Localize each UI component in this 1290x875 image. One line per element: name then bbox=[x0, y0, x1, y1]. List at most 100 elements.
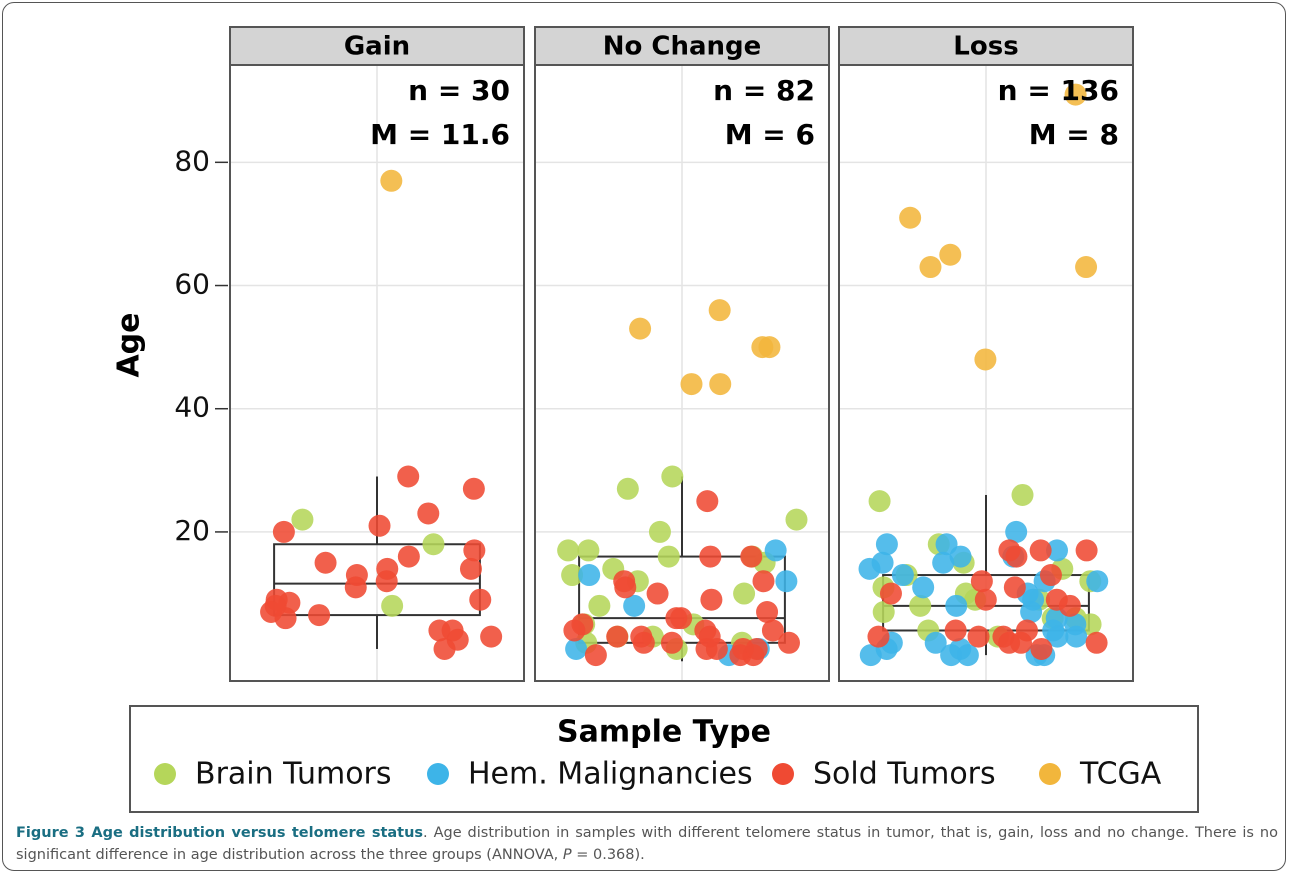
point bbox=[879, 582, 902, 605]
caption-rest: = 0.368). bbox=[571, 847, 645, 863]
point bbox=[459, 557, 482, 580]
point bbox=[945, 594, 968, 617]
point bbox=[970, 570, 993, 593]
point bbox=[919, 256, 942, 279]
point bbox=[308, 604, 331, 627]
point bbox=[1085, 631, 1108, 654]
point bbox=[291, 508, 314, 531]
legend-label: Sold Tumors bbox=[813, 757, 996, 792]
legend-marker bbox=[772, 763, 794, 785]
point bbox=[376, 557, 399, 580]
point bbox=[577, 539, 600, 562]
point bbox=[629, 317, 652, 340]
point bbox=[368, 514, 391, 537]
panel-border bbox=[229, 64, 525, 682]
point bbox=[940, 644, 963, 667]
point bbox=[380, 169, 403, 192]
strip bbox=[838, 26, 1134, 66]
point bbox=[1086, 570, 1109, 593]
point bbox=[397, 465, 420, 488]
caption-p: P bbox=[562, 847, 572, 863]
point bbox=[998, 539, 1021, 562]
point bbox=[1039, 564, 1062, 587]
point bbox=[397, 545, 420, 568]
point bbox=[696, 490, 719, 513]
point bbox=[1045, 588, 1068, 611]
legend-label: Brain Tumors bbox=[195, 757, 392, 792]
point bbox=[944, 619, 967, 642]
point bbox=[939, 243, 962, 266]
point bbox=[381, 594, 404, 617]
panel-annotation: M = 8 bbox=[1029, 118, 1119, 151]
point bbox=[740, 545, 763, 568]
chart: Age Sample Type 20 40 60 80 Gain n = 30 M = 11… bbox=[112, 26, 1199, 813]
y-axis-label: Age bbox=[112, 312, 147, 377]
point bbox=[1003, 576, 1026, 599]
y-tick-label: 20 bbox=[174, 514, 210, 547]
point bbox=[1075, 256, 1098, 279]
point bbox=[446, 628, 469, 651]
point bbox=[1009, 631, 1032, 654]
point bbox=[974, 348, 997, 371]
y-tick-label: 40 bbox=[174, 391, 210, 424]
point bbox=[428, 619, 451, 642]
point bbox=[785, 508, 808, 531]
point bbox=[657, 545, 680, 568]
point bbox=[1030, 637, 1053, 660]
point bbox=[700, 588, 723, 611]
point bbox=[462, 477, 485, 500]
point bbox=[648, 520, 671, 543]
box bbox=[273, 543, 481, 617]
point bbox=[557, 539, 580, 562]
point bbox=[422, 533, 445, 556]
panel-annotation: n = 82 bbox=[713, 74, 815, 107]
point bbox=[956, 644, 979, 667]
point bbox=[463, 539, 486, 562]
panel-title: Gain bbox=[344, 32, 410, 62]
point bbox=[752, 570, 775, 593]
point bbox=[949, 545, 972, 568]
legend-marker bbox=[427, 763, 449, 785]
y-tick-label: 80 bbox=[174, 144, 210, 177]
caption: Figure 3 Age distribution versus telomer… bbox=[16, 822, 1278, 866]
point bbox=[924, 631, 947, 654]
legend-title: Sample Type bbox=[557, 715, 771, 750]
point bbox=[680, 373, 703, 396]
point bbox=[614, 576, 637, 599]
point bbox=[661, 465, 684, 488]
point bbox=[632, 631, 655, 654]
caption-label: Figure 3 Age distribution versus telomer… bbox=[16, 825, 424, 841]
point bbox=[314, 551, 337, 574]
point bbox=[565, 637, 588, 660]
point bbox=[469, 588, 492, 611]
point bbox=[563, 619, 586, 642]
point bbox=[623, 594, 646, 617]
panel-annotation: n = 136 bbox=[998, 74, 1119, 107]
panel-title: No Change bbox=[603, 32, 762, 62]
point bbox=[1075, 539, 1098, 562]
panel-border bbox=[838, 64, 1134, 682]
point bbox=[1005, 520, 1028, 543]
point bbox=[708, 299, 731, 322]
panel-annotation: n = 30 bbox=[408, 74, 510, 107]
point bbox=[699, 545, 722, 568]
legend-label: Hem. Malignancies bbox=[468, 757, 753, 792]
panel-title: Loss bbox=[953, 32, 1018, 62]
point bbox=[578, 564, 601, 587]
point bbox=[764, 539, 787, 562]
point bbox=[344, 576, 367, 599]
point bbox=[875, 533, 898, 556]
point bbox=[417, 502, 440, 525]
point bbox=[660, 631, 683, 654]
caption-text: . Age distribution in samples with diffe… bbox=[16, 825, 1278, 863]
point bbox=[1011, 483, 1034, 506]
point bbox=[871, 551, 894, 574]
point bbox=[670, 607, 693, 630]
point bbox=[745, 637, 768, 660]
point bbox=[1064, 83, 1087, 106]
point bbox=[868, 490, 891, 513]
legend-marker bbox=[1039, 763, 1061, 785]
legend-box bbox=[129, 705, 1199, 813]
point bbox=[967, 625, 990, 648]
